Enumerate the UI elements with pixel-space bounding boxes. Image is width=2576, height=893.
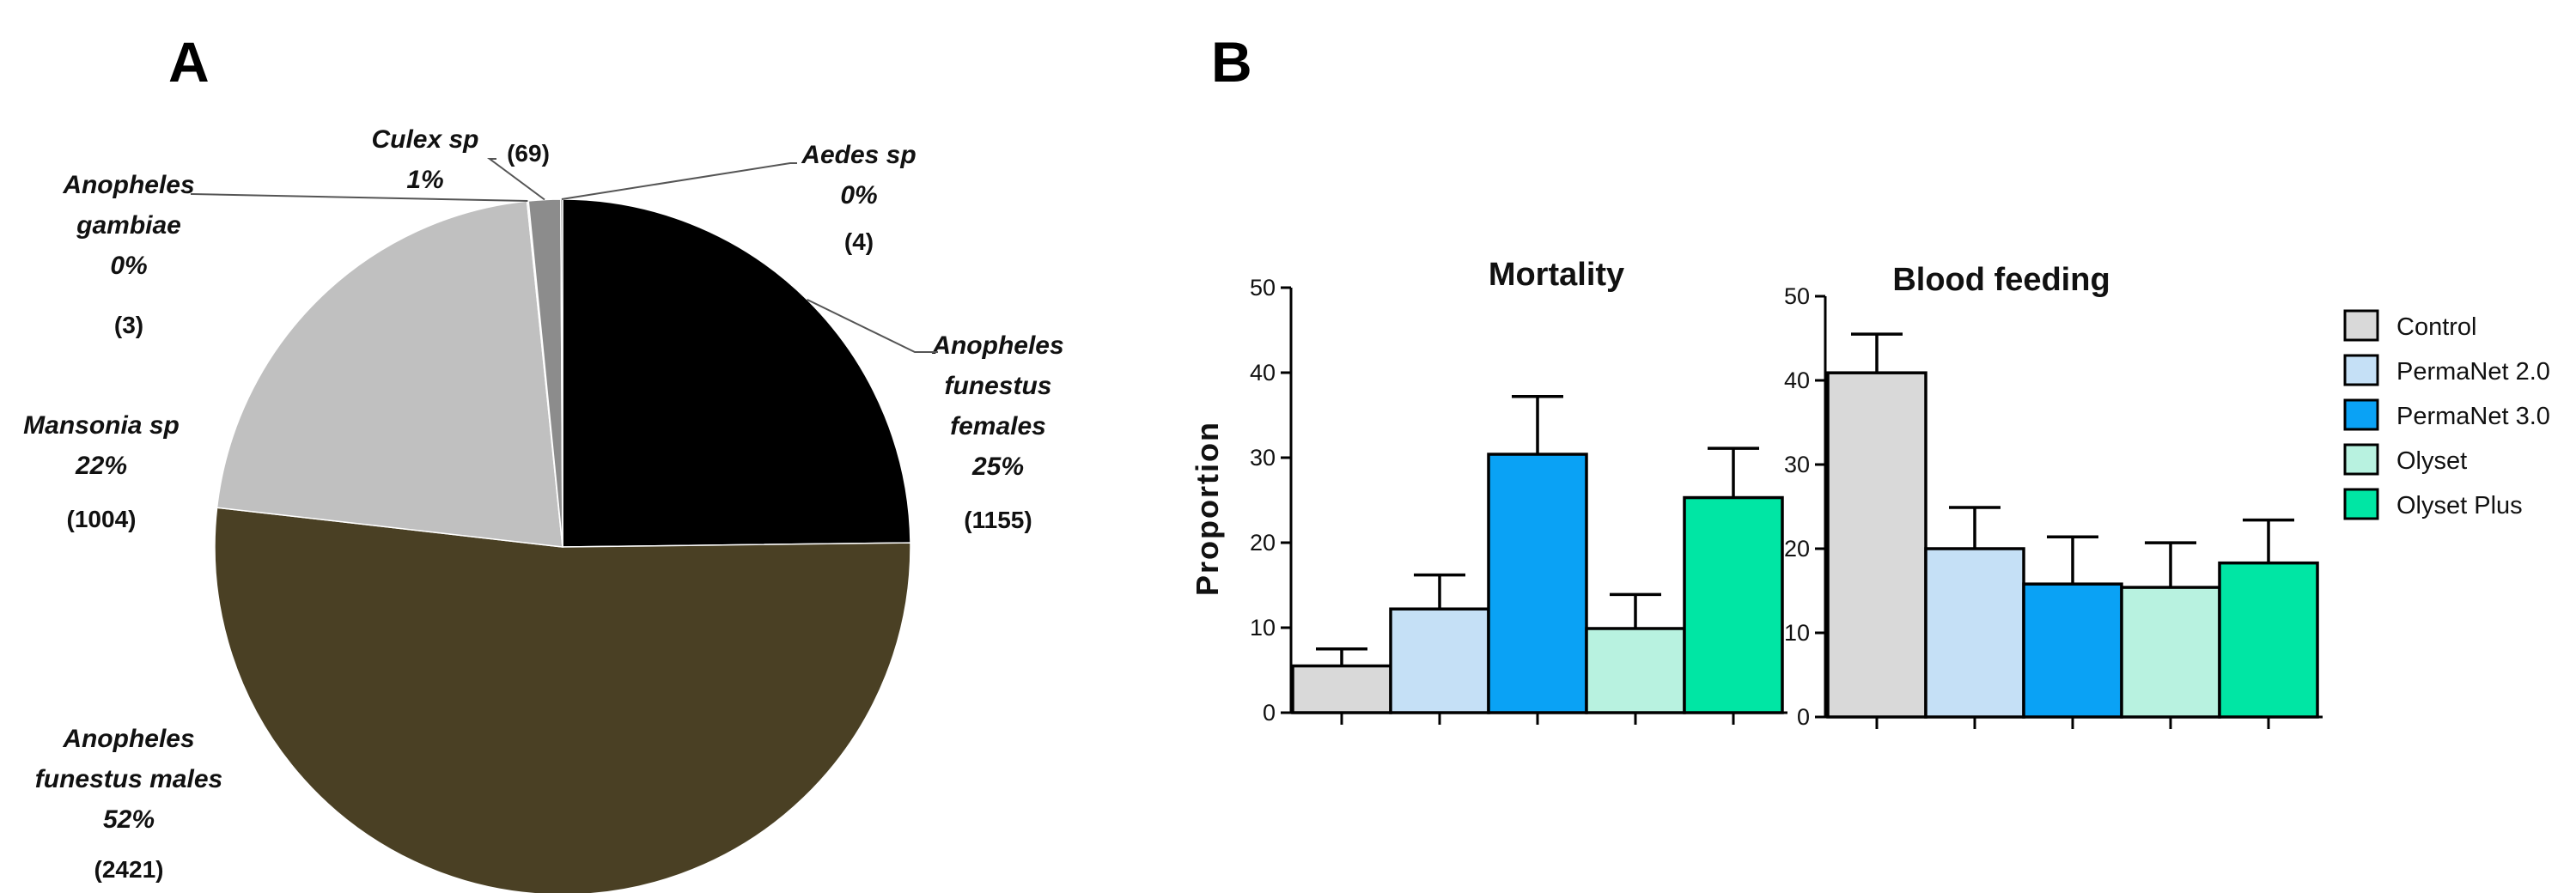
pie-percent-mansonia-sp: 22% [75, 452, 127, 480]
blood-feeding-bar-permanet-3-0 [2022, 582, 2123, 719]
mortality-title: Mortality [1489, 257, 1624, 293]
pie-percent-anopheles-funestus-males: 52% [103, 805, 155, 834]
panel-a-letter: A [168, 30, 210, 94]
pie-count-anopheles-gambiae: (3) [114, 312, 143, 338]
leader-funestus-females [807, 299, 938, 353]
pie-label-aedes-sp-line-0: Aedes sp [801, 141, 916, 169]
mortality-y-tick-label-50: 50 [1250, 275, 1276, 301]
pie-percent-aedes-sp: 0% [840, 181, 877, 210]
leader-culex [486, 158, 545, 201]
pie-label-anopheles-funestus-males-line-0: Anopheles [62, 725, 194, 753]
pie-percent-culex-sp: 1% [406, 166, 443, 194]
pie-label-anopheles-funestus-females-line-2: females [950, 412, 1046, 440]
legend-label-control: Control [2396, 313, 2477, 341]
species-pie-chart [214, 198, 911, 893]
pie-count-aedes-sp: (4) [844, 228, 874, 255]
legend-label-permanet-2-0: PermaNet 2.0 [2396, 358, 2550, 386]
mortality-y-tick-label-0: 0 [1263, 700, 1276, 726]
mortality-bar-olyset [1585, 627, 1686, 714]
pie-label-anopheles-funestus-females-line-1: funestus [944, 372, 1051, 400]
leader-gambiae [191, 193, 528, 202]
blood-feeding-y-tick-label-20: 20 [1784, 536, 1810, 562]
pie-count-anopheles-funestus-females: (1155) [964, 507, 1032, 533]
legend-label-permanet-3-0: PermaNet 3.0 [2396, 403, 2550, 430]
pie-label-anopheles-funestus-males-line-1: funestus males [35, 765, 222, 793]
blood-feeding-y-tick-label-10: 10 [1784, 620, 1810, 646]
blood-feeding-title: Blood feeding [1892, 262, 2110, 298]
blood-feeding-bar-olyset-plus [2218, 561, 2319, 719]
blood-feeding-y-tick-label-30: 30 [1784, 452, 1810, 477]
legend: Control PermaNet 2.0 PermaNet 3.0 Olyset Oly… [2343, 309, 2550, 520]
pie-percent-anopheles-funestus-females: 25% [971, 453, 1024, 481]
y-axis-label: Proportion [1190, 421, 1225, 596]
pie-label-mansonia-sp-line-0: Mansonia sp [23, 411, 180, 440]
blood-feeding-bar-chart: Blood feeding 0 10 20 30 40 50 [1784, 262, 2323, 730]
legend-swatch-control [2343, 309, 2379, 342]
mortality-bar-control [1291, 664, 1392, 714]
mortality-bar-permanet-2-0 [1389, 607, 1490, 714]
pie-slice-anopheles-funestus-males [214, 507, 911, 893]
mortality-y-tick-label-40: 40 [1250, 360, 1276, 386]
pie-count-anopheles-funestus-males: (2421) [94, 856, 164, 883]
legend-swatch-olyset-plus [2343, 488, 2379, 520]
pie-percent-anopheles-gambiae: 0% [110, 252, 147, 280]
pie-count-mansonia-sp: (1004) [67, 506, 137, 532]
legend-swatch-permanet-2-0 [2343, 354, 2379, 386]
blood-feeding-bar-control [1826, 371, 1927, 719]
blood-feeding-y-tick-label-0: 0 [1797, 704, 1810, 730]
mortality-y-tick-label-20: 20 [1250, 530, 1276, 556]
legend-swatch-permanet-3-0 [2343, 398, 2379, 431]
mortality-bar-chart: Mortality 0 10 20 30 40 50 [1250, 257, 1787, 726]
legend-label-olyset: Olyset [2396, 447, 2467, 475]
pie-label-anopheles-gambiae-line-0: Anopheles [62, 171, 194, 199]
legend-label-olyset-plus: Olyset Plus [2396, 492, 2523, 519]
pie-labels: Anopheles funestus females 25% (1155) Anophel… [23, 125, 1064, 883]
leader-aedes [561, 162, 797, 200]
blood-feeding-bar-olyset [2120, 586, 2221, 719]
legend-swatch-olyset [2343, 443, 2379, 476]
mortality-bar-permanet-3-0 [1487, 453, 1588, 714]
blood-feeding-y-tick-label-50: 50 [1784, 283, 1810, 309]
pie-label-anopheles-funestus-females-line-0: Anopheles [931, 331, 1063, 360]
mortality-y-tick-label-30: 30 [1250, 445, 1276, 471]
blood-feeding-y-tick-label-40: 40 [1784, 368, 1810, 393]
pie-label-culex-sp-line-0: Culex sp [371, 125, 478, 154]
pie-count-culex-sp: (69) [507, 140, 550, 167]
mortality-bar-olyset-plus [1683, 495, 1784, 714]
mortality-y-tick-label-10: 10 [1250, 615, 1276, 641]
pie-slice-mansonia-sp [216, 200, 563, 548]
pie-label-anopheles-gambiae-line-1: gambiae [76, 211, 181, 240]
panel-b-letter: B [1211, 30, 1252, 94]
blood-feeding-bar-permanet-2-0 [1924, 547, 2025, 719]
